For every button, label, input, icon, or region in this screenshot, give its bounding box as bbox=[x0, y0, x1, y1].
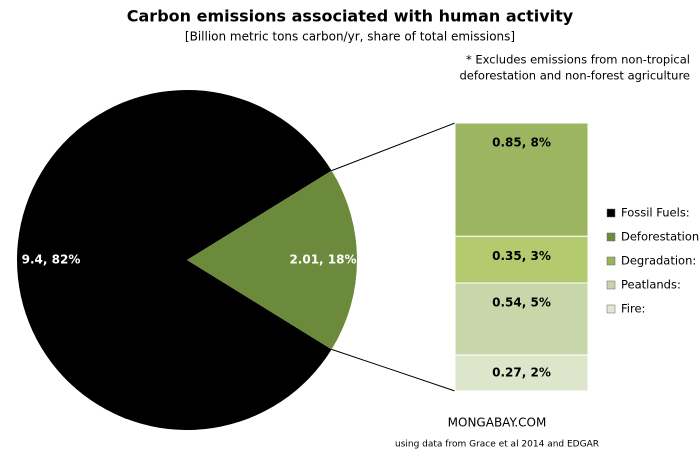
segment-label: 0.27, 2% bbox=[492, 366, 551, 380]
pie-slice bbox=[16, 90, 332, 430]
slice-label: 9.4, 82% bbox=[22, 253, 81, 267]
chart-title: Carbon emissions associated with human a… bbox=[127, 7, 574, 26]
legend-label: Fossil Fuels: bbox=[621, 206, 690, 220]
slice-label: 2.01, 18% bbox=[289, 253, 356, 267]
legend-swatch bbox=[606, 232, 616, 242]
connector bbox=[331, 348, 456, 392]
bar-segment bbox=[454, 354, 589, 392]
legend-label: Fire: bbox=[621, 302, 645, 316]
legend-swatch bbox=[606, 304, 616, 314]
note: * Excludes emissions from non-tropical bbox=[466, 53, 690, 67]
credit: MONGABAY.COM bbox=[448, 416, 547, 430]
segment-label: 0.85, 8% bbox=[492, 136, 551, 150]
connector bbox=[331, 122, 456, 172]
segment-label: 0.35, 3% bbox=[492, 249, 551, 263]
legend-swatch bbox=[606, 280, 616, 290]
legend-swatch bbox=[606, 256, 616, 266]
pie-slice bbox=[187, 170, 357, 350]
segment-label: 0.54, 5% bbox=[492, 296, 551, 310]
legend-label: Degradation: bbox=[621, 254, 696, 268]
bar-segment bbox=[454, 122, 589, 237]
legend-label: Deforestation bbox=[621, 230, 699, 244]
note: deforestation and non-forest agriculture bbox=[459, 69, 690, 83]
chart-subtitle: [Billion metric tons carbon/yr, share of… bbox=[185, 30, 515, 44]
legend-swatch bbox=[606, 208, 616, 218]
source: using data from Grace et al 2014 and EDG… bbox=[395, 440, 599, 450]
bar-segment bbox=[454, 282, 589, 356]
legend-label: Peatlands: bbox=[621, 278, 681, 292]
